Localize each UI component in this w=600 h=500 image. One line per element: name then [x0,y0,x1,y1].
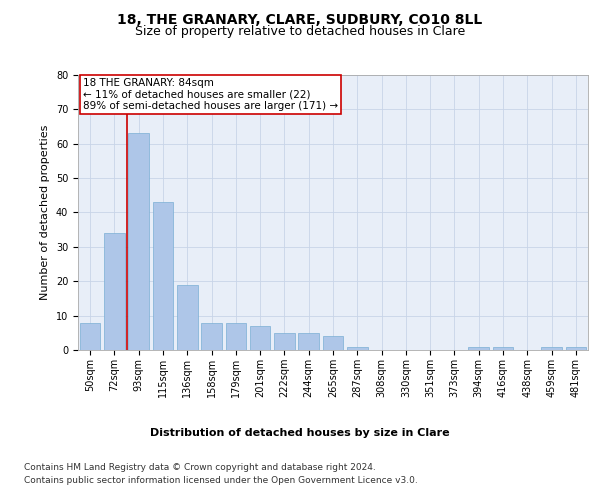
Bar [566,346,586,350]
Bar [323,336,343,350]
Text: Distribution of detached houses by size in Clare: Distribution of detached houses by size … [150,428,450,438]
Bar [250,326,271,350]
Bar [152,202,173,350]
Bar [274,333,295,350]
Bar [177,284,197,350]
Bar [80,322,100,350]
Bar [347,346,368,350]
Bar [493,346,514,350]
Text: Size of property relative to detached houses in Clare: Size of property relative to detached ho… [135,25,465,38]
Text: 18 THE GRANARY: 84sqm
← 11% of detached houses are smaller (22)
89% of semi-deta: 18 THE GRANARY: 84sqm ← 11% of detached … [83,78,338,111]
Text: Contains HM Land Registry data © Crown copyright and database right 2024.: Contains HM Land Registry data © Crown c… [24,462,376,471]
Y-axis label: Number of detached properties: Number of detached properties [40,125,50,300]
Bar [128,134,149,350]
Text: 18, THE GRANARY, CLARE, SUDBURY, CO10 8LL: 18, THE GRANARY, CLARE, SUDBURY, CO10 8L… [118,12,482,26]
Bar [104,233,125,350]
Bar [469,346,489,350]
Bar [541,346,562,350]
Bar [201,322,222,350]
Bar [298,333,319,350]
Text: Contains public sector information licensed under the Open Government Licence v3: Contains public sector information licen… [24,476,418,485]
Bar [226,322,246,350]
